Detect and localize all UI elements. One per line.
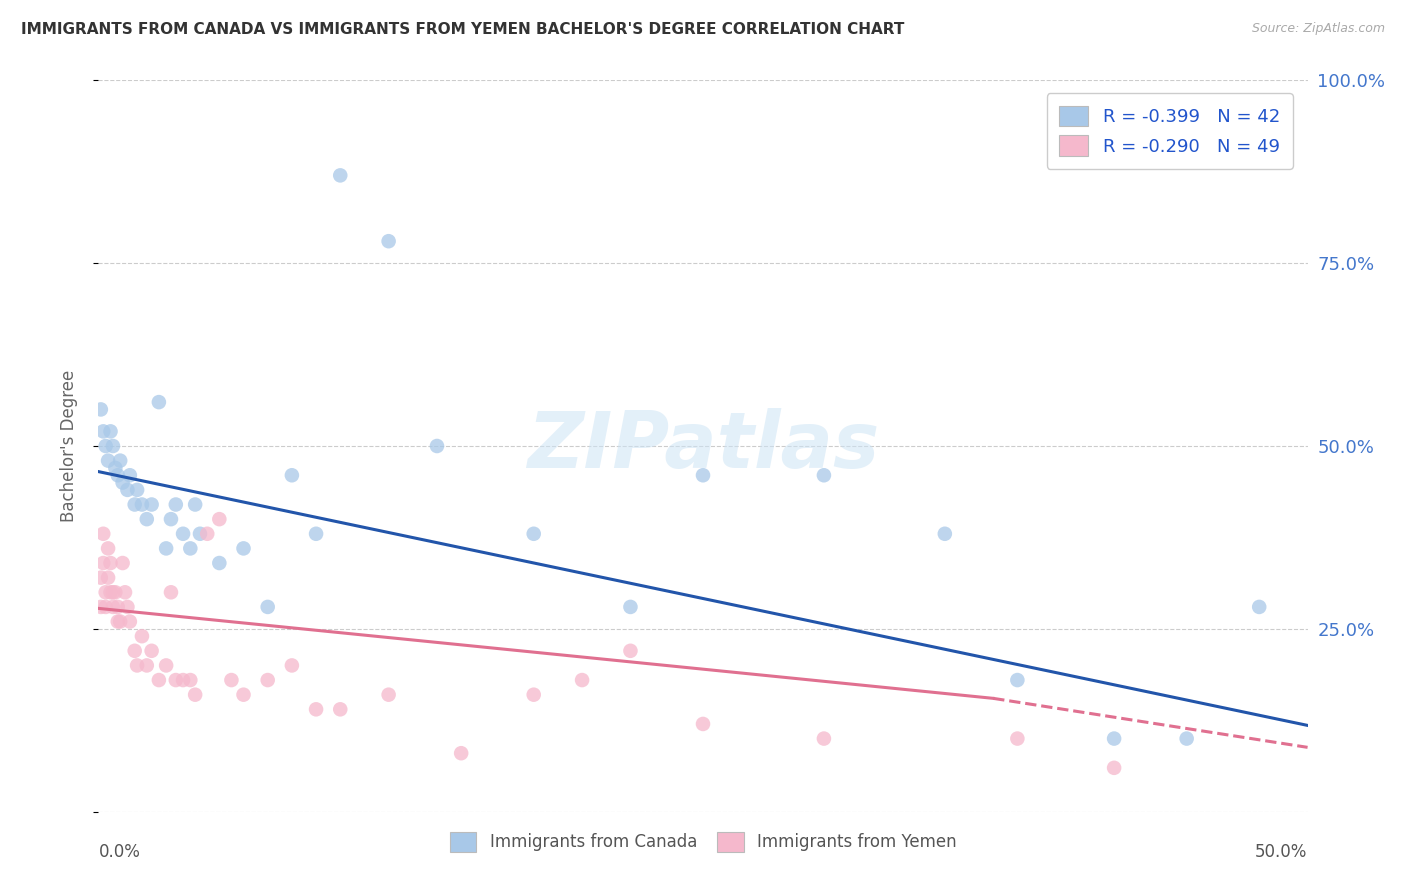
Point (184, 498, 207, 512)
Point (97, 453, 120, 467)
Point (426, 439, 449, 453)
Point (135, 658, 157, 673)
Point (107, 599, 129, 614)
Point (100, 585, 122, 599)
Point (692, 468, 714, 483)
Point (1175, 731, 1198, 746)
Point (127, 483, 149, 497)
Point (100, 425, 122, 439)
Point (813, 468, 835, 483)
Point (1007, 731, 1029, 746)
Point (90, 571, 112, 585)
Point (124, 498, 146, 512)
Point (1007, 673, 1029, 687)
Point (160, 512, 183, 526)
Point (111, 556, 134, 570)
Point (131, 498, 153, 512)
Point (131, 629, 153, 643)
Point (934, 526, 956, 541)
Point (256, 673, 278, 687)
Point (256, 599, 278, 614)
Point (232, 688, 254, 702)
Point (195, 526, 218, 541)
Point (135, 512, 157, 526)
Point (305, 702, 328, 716)
Point (114, 585, 136, 599)
Point (91, 526, 114, 541)
Point (117, 483, 139, 497)
Point (118, 615, 141, 629)
Point (155, 541, 177, 556)
Point (377, 234, 399, 248)
Point (104, 461, 127, 475)
Point (221, 673, 243, 687)
Point (208, 556, 231, 570)
Point (813, 731, 835, 746)
Point (179, 673, 201, 687)
Point (91, 556, 114, 570)
Point (281, 658, 304, 673)
Point (118, 468, 141, 483)
Point (208, 512, 231, 526)
Point (107, 468, 129, 483)
Point (100, 556, 122, 570)
Point (179, 541, 201, 556)
Point (184, 688, 207, 702)
Point (165, 498, 187, 512)
Point (94, 585, 117, 599)
Point (329, 702, 352, 716)
Point (97, 571, 120, 585)
Point (108, 453, 131, 467)
Point (141, 498, 163, 512)
Point (124, 644, 146, 658)
Point (91, 425, 114, 439)
Point (108, 615, 131, 629)
Text: 0.0%: 0.0% (98, 843, 141, 861)
Point (148, 395, 170, 409)
Point (1249, 599, 1271, 614)
Point (97, 541, 120, 556)
Point (188, 526, 211, 541)
Point (377, 688, 399, 702)
Text: IMMIGRANTS FROM CANADA VS IMMIGRANTS FROM YEMEN BACHELOR'S DEGREE CORRELATION CH: IMMIGRANTS FROM CANADA VS IMMIGRANTS FRO… (21, 22, 904, 37)
Point (160, 585, 183, 599)
Y-axis label: Bachelor's Degree: Bachelor's Degree (59, 370, 77, 522)
Point (523, 526, 546, 541)
Point (127, 658, 149, 673)
Legend: Immigrants from Canada, Immigrants from Yemen: Immigrants from Canada, Immigrants from … (443, 826, 963, 858)
Point (1102, 761, 1125, 775)
Point (94, 439, 117, 453)
Point (172, 526, 194, 541)
Point (94, 599, 117, 614)
Point (165, 673, 187, 687)
Text: ZIPatlas: ZIPatlas (527, 408, 879, 484)
Point (155, 658, 177, 673)
Point (111, 475, 134, 490)
Point (450, 746, 472, 760)
Point (692, 717, 714, 731)
Point (101, 585, 124, 599)
Point (117, 599, 139, 614)
Point (619, 599, 641, 614)
Point (107, 615, 129, 629)
Point (101, 599, 124, 614)
Text: Source: ZipAtlas.com: Source: ZipAtlas.com (1251, 22, 1385, 36)
Point (1102, 731, 1125, 746)
Point (101, 439, 124, 453)
Point (523, 688, 546, 702)
Point (281, 468, 304, 483)
Point (141, 644, 163, 658)
Point (90, 402, 112, 417)
Point (571, 673, 593, 687)
Point (619, 644, 641, 658)
Point (305, 526, 328, 541)
Point (104, 585, 127, 599)
Point (148, 673, 170, 687)
Point (329, 169, 352, 183)
Point (232, 541, 254, 556)
Point (90, 599, 112, 614)
Point (172, 673, 194, 687)
Text: 50.0%: 50.0% (1256, 843, 1308, 861)
